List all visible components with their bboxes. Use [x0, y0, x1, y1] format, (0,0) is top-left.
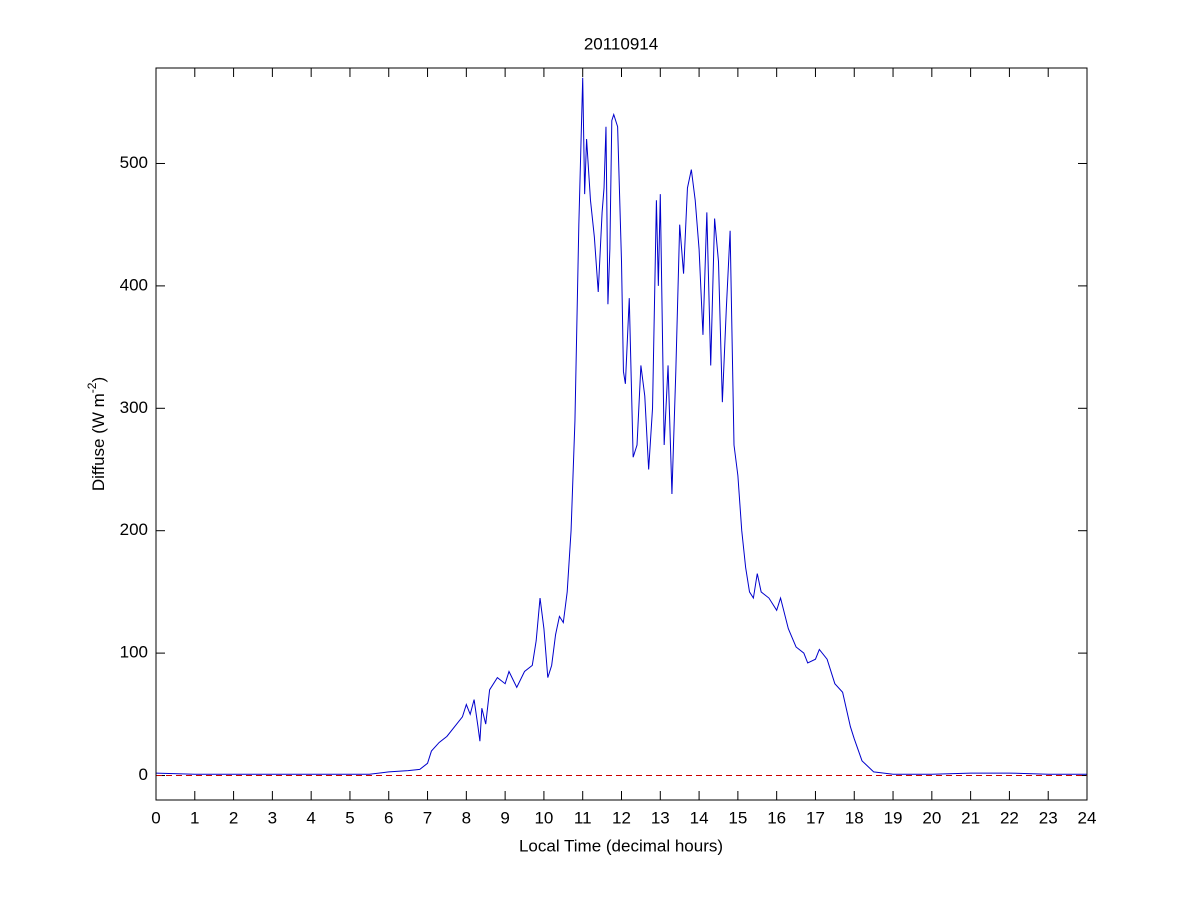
y-tick-label: 0: [139, 765, 148, 784]
x-tick-label: 8: [462, 808, 471, 827]
y-label-superscript: -2: [85, 382, 99, 393]
x-tick-label: 20: [922, 808, 941, 827]
x-axis-label: Local Time (decimal hours): [519, 836, 723, 855]
x-tick-label: 9: [500, 808, 509, 827]
plot-frame: [155, 67, 1088, 801]
x-tick-label: 13: [651, 808, 670, 827]
y-tick-label: 400: [120, 275, 148, 294]
x-tick-label: 23: [1039, 808, 1058, 827]
y-label-text: Diffuse (W m: [89, 393, 108, 491]
x-tick-label: 5: [345, 808, 354, 827]
x-tick-label: 16: [767, 808, 786, 827]
x-tick-label: 7: [423, 808, 432, 827]
x-tick-label: 2: [229, 808, 238, 827]
x-tick-label: 21: [961, 808, 980, 827]
x-tick-label: 3: [268, 808, 277, 827]
x-tick-label: 4: [306, 808, 315, 827]
y-axis-label: Diffuse (W m-2): [85, 377, 108, 491]
x-tick-label: 1: [190, 808, 199, 827]
y-tick-label: 300: [120, 398, 148, 417]
y-tick-label: 500: [120, 153, 148, 172]
x-tick-label: 17: [806, 808, 825, 827]
x-tick-label: 11: [574, 808, 592, 827]
y-label-text: ): [89, 377, 108, 383]
y-tick-label: 200: [120, 520, 148, 539]
x-tick-label: 0: [151, 808, 160, 827]
x-tick-label: 15: [728, 808, 747, 827]
x-tick-label: 19: [884, 808, 903, 827]
chart-title: 20110914: [584, 34, 658, 53]
x-tick-label: 12: [612, 808, 631, 827]
x-tick-label: 10: [534, 808, 553, 827]
x-tick-label: 14: [690, 808, 709, 827]
x-tick-label: 18: [845, 808, 864, 827]
x-tick-label: 22: [1000, 808, 1019, 827]
x-tick-label: 6: [384, 808, 393, 827]
y-tick-label: 100: [120, 643, 148, 662]
data-line: [155, 77, 1087, 775]
x-tick-label: 24: [1078, 808, 1097, 827]
